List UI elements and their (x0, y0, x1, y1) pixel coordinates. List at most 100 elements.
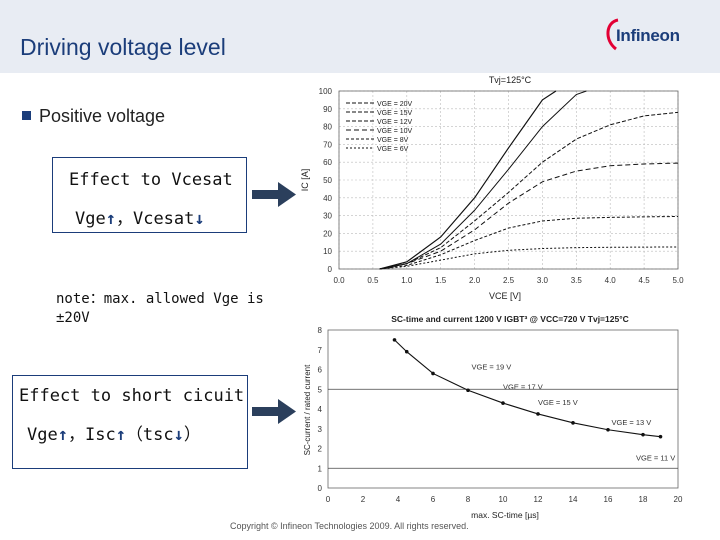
chart1-y-tick-label: 40 (323, 194, 332, 203)
chart1-x-tick-label: 3.0 (537, 276, 549, 285)
chart1-y-tick-label: 0 (328, 265, 333, 274)
chart1-series-line (379, 90, 557, 270)
arrow-up-icon: ↑ (105, 209, 116, 229)
chart2-x-axis-label: max. SC-time [µs] (471, 510, 539, 520)
chart2-annotation: VGE = 13 V (612, 418, 652, 427)
arrow-up-icon: ↑ (115, 425, 126, 445)
chart2-y-tick-label: 7 (318, 346, 323, 355)
chart2-x-tick-label: 14 (569, 495, 578, 504)
chart2-data-point (466, 388, 470, 393)
chart1-x-tick-label: 2.5 (503, 276, 515, 285)
chart1-y-tick-label: 100 (319, 87, 333, 96)
box2-close-paren: ） (183, 425, 201, 445)
chart1-legend-label: VGE = 6V (377, 146, 409, 153)
logo-text: Infineon (616, 26, 680, 45)
chart2-annotation: VGE = 19 V (472, 363, 512, 372)
chart2-data-point (606, 427, 610, 432)
chart2-data-point (501, 401, 505, 405)
box2-line1: Effect to short cicuit (19, 386, 245, 406)
chart2-data-point (571, 421, 575, 425)
bullet-square-icon (22, 111, 31, 120)
chart1-x-tick-label: 0.0 (333, 276, 345, 285)
chart2-title: SC-time and current 1200 V IGBT³ @ VCC=7… (391, 314, 629, 324)
slide-header (0, 0, 720, 73)
chart2-y-tick-label: 3 (318, 425, 323, 434)
chart2-data-point (392, 338, 397, 342)
chart1-x-tick-label: 4.0 (605, 276, 617, 285)
chart1-x-tick-label: 1.0 (401, 276, 413, 285)
chart1-legend-label: VGE = 15V (377, 110, 413, 117)
chart2-data-point (404, 349, 409, 354)
chart1-y-tick-label: 50 (323, 176, 332, 185)
chart2-x-tick-label: 16 (604, 495, 613, 504)
note-line1: note：max. allowed Vge is (56, 291, 264, 307)
box1-line2: Vge↑，Vcesat↓ (75, 204, 205, 229)
chart2-frame (327, 329, 679, 489)
box2-vge: Vge (27, 425, 58, 445)
chart1-x-tick-label: 1.5 (435, 276, 447, 285)
chart1-y-tick-label: 90 (323, 105, 332, 114)
chart2-x-tick-label: 18 (639, 495, 648, 504)
chart1-series-line (379, 111, 679, 270)
chart2-data-point (431, 371, 435, 376)
arrow-down-icon: ↓ (173, 425, 184, 445)
chart2-y-tick-label: 4 (318, 405, 323, 414)
chart1-series-line (379, 162, 679, 270)
chart1-y-tick-label: 20 (323, 229, 332, 238)
note-line2: ±20V (56, 310, 90, 326)
chart2-y-tick-label: 6 (318, 366, 323, 375)
chart1-y-tick-label: 60 (323, 158, 332, 167)
chart2-x-tick-label: 12 (534, 495, 543, 504)
box2-isc: ，Isc (67, 425, 116, 445)
chart1-x-tick-label: 2.0 (469, 276, 481, 285)
chart1-y-tick-label: 80 (323, 123, 332, 132)
chart2-data-point (536, 412, 540, 416)
chart1-legend-label: VGE = 8V (377, 137, 409, 144)
short-circuit-effect-box: Effect to short cicuit Vge↑，Isc↑（tsc↓） (12, 375, 248, 469)
chart1-y-tick-label: 30 (323, 212, 332, 221)
chart2-y-tick-label: 8 (318, 326, 323, 335)
chart1-y-tick-label: 70 (323, 140, 332, 149)
chart1-series-line (379, 90, 587, 270)
box1-line1: Effect to Vcesat (69, 170, 233, 190)
chart2-data-point (641, 432, 645, 437)
right-arrow-icon-1 (252, 182, 296, 207)
chart2-x-tick-label: 4 (396, 495, 401, 504)
box2-tsc: （tsc (125, 425, 174, 445)
chart2-series-line (394, 339, 661, 438)
right-arrow-icon-2 (252, 399, 296, 424)
chart2-x-tick-label: 8 (466, 495, 471, 504)
box1-vcesat: ，Vcesat (115, 209, 195, 229)
chart1-x-tick-label: 5.0 (672, 276, 684, 285)
chart1-x-tick-label: 3.5 (571, 276, 583, 285)
chart2-x-tick-label: 10 (499, 495, 508, 504)
chart2-y-tick-label: 1 (318, 464, 323, 473)
chart2-y-tick-label: 0 (318, 484, 323, 493)
chart1-y-tick-label: 10 (323, 247, 332, 256)
page-title: Driving voltage level (20, 34, 226, 60)
vcesat-effect-box: Effect to Vcesat Vge↑，Vcesat↓ (52, 157, 247, 233)
chart1-x-axis-label: VCE [V] (489, 291, 521, 301)
chart1-series-line (379, 246, 679, 270)
chart2-y-tick-label: 2 (318, 445, 323, 454)
chart1-frame (338, 90, 679, 270)
copyright-text: Copyright © Infineon Technologies 2009. … (230, 521, 469, 531)
chart2-x-tick-label: 2 (361, 495, 366, 504)
chart2-annotation: VGE = 15 V (538, 398, 578, 407)
arrow-down-icon: ↓ (194, 209, 205, 229)
chart2-annotation: VGE = 17 V (503, 382, 543, 391)
chart2-y-axis-label: SC-current / rated current (303, 364, 312, 455)
box1-vge: Vge (75, 209, 106, 229)
chart2-annotation: VGE = 11 V (636, 453, 675, 462)
chart1-series-line (379, 215, 679, 270)
chart1-legend-label: VGE = 12V (377, 119, 413, 126)
chart2-x-tick-label: 0 (326, 495, 331, 504)
chart1-x-tick-label: 4.5 (639, 276, 651, 285)
note-text: note：max. allowed Vge is ±20V (56, 290, 264, 328)
chart2-data-point (658, 434, 663, 439)
chart1-title: Tvj=125°C (489, 75, 532, 85)
chart1-y-axis-label: IC [A] (300, 169, 310, 192)
arrow-up-icon: ↑ (57, 425, 68, 445)
